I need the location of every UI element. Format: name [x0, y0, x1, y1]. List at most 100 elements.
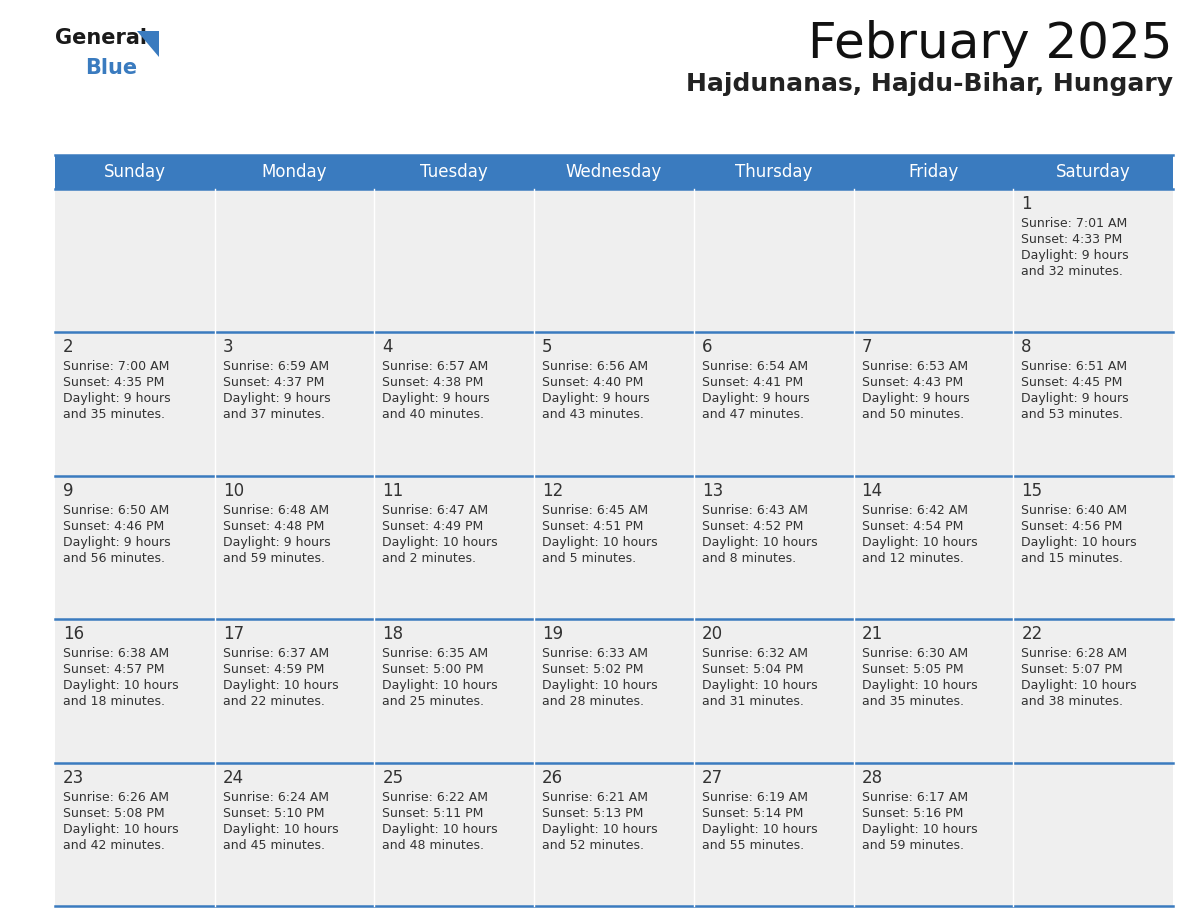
Text: Daylight: 9 hours: Daylight: 9 hours	[63, 392, 171, 406]
Text: 27: 27	[702, 768, 723, 787]
Text: and 40 minutes.: and 40 minutes.	[383, 409, 485, 421]
Text: Sunset: 5:14 PM: Sunset: 5:14 PM	[702, 807, 803, 820]
Text: Daylight: 9 hours: Daylight: 9 hours	[1022, 249, 1129, 262]
Text: 2: 2	[63, 339, 74, 356]
Text: and 50 minutes.: and 50 minutes.	[861, 409, 963, 421]
Text: 22: 22	[1022, 625, 1043, 644]
Text: Sunrise: 6:54 AM: Sunrise: 6:54 AM	[702, 361, 808, 374]
Text: Sunrise: 6:50 AM: Sunrise: 6:50 AM	[63, 504, 169, 517]
Text: Sunset: 5:11 PM: Sunset: 5:11 PM	[383, 807, 484, 820]
Text: Daylight: 10 hours: Daylight: 10 hours	[542, 536, 658, 549]
Bar	[215, 620, 374, 763]
Text: Sunrise: 7:01 AM: Sunrise: 7:01 AM	[1022, 217, 1127, 230]
Text: Sunrise: 6:40 AM: Sunrise: 6:40 AM	[1022, 504, 1127, 517]
Text: Monday: Monday	[261, 163, 328, 181]
Text: and 35 minutes.: and 35 minutes.	[861, 695, 963, 708]
Text: Sunrise: 6:33 AM: Sunrise: 6:33 AM	[542, 647, 649, 660]
Text: Daylight: 9 hours: Daylight: 9 hours	[63, 536, 171, 549]
Text: Sunrise: 6:37 AM: Sunrise: 6:37 AM	[222, 647, 329, 660]
Text: Sunset: 4:52 PM: Sunset: 4:52 PM	[702, 520, 803, 532]
Text: Daylight: 10 hours: Daylight: 10 hours	[1022, 536, 1137, 549]
Text: Daylight: 10 hours: Daylight: 10 hours	[222, 823, 339, 835]
Text: Sunset: 4:43 PM: Sunset: 4:43 PM	[861, 376, 962, 389]
Text: Sunset: 5:05 PM: Sunset: 5:05 PM	[861, 663, 963, 677]
Text: Sunrise: 6:35 AM: Sunrise: 6:35 AM	[383, 647, 488, 660]
Text: and 31 minutes.: and 31 minutes.	[702, 695, 804, 708]
Text: 6: 6	[702, 339, 713, 356]
Text: Thursday: Thursday	[735, 163, 813, 181]
Text: Daylight: 9 hours: Daylight: 9 hours	[542, 392, 650, 406]
Text: Daylight: 10 hours: Daylight: 10 hours	[702, 679, 817, 692]
Text: Tuesday: Tuesday	[421, 163, 488, 181]
Bar	[535, 189, 694, 332]
Text: Sunset: 5:10 PM: Sunset: 5:10 PM	[222, 807, 324, 820]
Bar	[535, 476, 694, 620]
Text: Sunset: 5:04 PM: Sunset: 5:04 PM	[702, 663, 803, 677]
Text: 16: 16	[63, 625, 84, 644]
Text: and 18 minutes.: and 18 minutes.	[63, 695, 165, 708]
Text: Daylight: 10 hours: Daylight: 10 hours	[383, 823, 498, 835]
Text: Sunset: 4:46 PM: Sunset: 4:46 PM	[63, 520, 164, 532]
Text: Sunset: 4:40 PM: Sunset: 4:40 PM	[542, 376, 644, 389]
Text: Saturday: Saturday	[1056, 163, 1131, 181]
Text: and 32 minutes.: and 32 minutes.	[1022, 265, 1123, 278]
Text: Sunrise: 6:42 AM: Sunrise: 6:42 AM	[861, 504, 967, 517]
Text: Sunset: 4:56 PM: Sunset: 4:56 PM	[1022, 520, 1123, 532]
Bar	[215, 763, 374, 906]
Text: Sunrise: 6:59 AM: Sunrise: 6:59 AM	[222, 361, 329, 374]
Text: 14: 14	[861, 482, 883, 499]
Text: Daylight: 10 hours: Daylight: 10 hours	[861, 679, 978, 692]
Text: and 25 minutes.: and 25 minutes.	[383, 695, 485, 708]
Polygon shape	[137, 31, 159, 57]
Text: Sunrise: 6:38 AM: Sunrise: 6:38 AM	[63, 647, 169, 660]
Text: 7: 7	[861, 339, 872, 356]
Bar	[1013, 189, 1173, 332]
Text: Sunset: 4:45 PM: Sunset: 4:45 PM	[1022, 376, 1123, 389]
Text: Sunset: 4:38 PM: Sunset: 4:38 PM	[383, 376, 484, 389]
Text: and 22 minutes.: and 22 minutes.	[222, 695, 324, 708]
Bar	[374, 763, 535, 906]
Text: and 59 minutes.: and 59 minutes.	[861, 839, 963, 852]
Text: Sunset: 5:08 PM: Sunset: 5:08 PM	[63, 807, 165, 820]
Text: 19: 19	[542, 625, 563, 644]
Text: Sunrise: 6:48 AM: Sunrise: 6:48 AM	[222, 504, 329, 517]
Text: and 15 minutes.: and 15 minutes.	[1022, 552, 1124, 565]
Text: Sunset: 4:37 PM: Sunset: 4:37 PM	[222, 376, 324, 389]
Text: 5: 5	[542, 339, 552, 356]
Text: Blue: Blue	[86, 58, 137, 78]
Text: 13: 13	[702, 482, 723, 499]
Text: and 43 minutes.: and 43 minutes.	[542, 409, 644, 421]
Bar	[215, 332, 374, 476]
Text: 20: 20	[702, 625, 723, 644]
Bar	[1013, 476, 1173, 620]
Bar	[853, 476, 1013, 620]
Text: and 2 minutes.: and 2 minutes.	[383, 552, 476, 565]
Text: 3: 3	[222, 339, 233, 356]
Bar	[535, 332, 694, 476]
Text: and 48 minutes.: and 48 minutes.	[383, 839, 485, 852]
Text: 18: 18	[383, 625, 404, 644]
Text: and 42 minutes.: and 42 minutes.	[63, 839, 165, 852]
Text: Sunset: 4:49 PM: Sunset: 4:49 PM	[383, 520, 484, 532]
Text: Sunset: 4:41 PM: Sunset: 4:41 PM	[702, 376, 803, 389]
Text: Sunrise: 6:24 AM: Sunrise: 6:24 AM	[222, 790, 329, 803]
Bar	[694, 332, 853, 476]
Text: 9: 9	[63, 482, 74, 499]
Text: 21: 21	[861, 625, 883, 644]
Bar	[535, 763, 694, 906]
Bar	[853, 189, 1013, 332]
Text: Daylight: 10 hours: Daylight: 10 hours	[861, 823, 978, 835]
Text: Sunrise: 6:51 AM: Sunrise: 6:51 AM	[1022, 361, 1127, 374]
Text: Sunset: 5:00 PM: Sunset: 5:00 PM	[383, 663, 484, 677]
Text: Friday: Friday	[909, 163, 959, 181]
Bar	[55, 763, 215, 906]
Text: and 55 minutes.: and 55 minutes.	[702, 839, 804, 852]
Bar	[215, 189, 374, 332]
Text: Daylight: 10 hours: Daylight: 10 hours	[63, 823, 178, 835]
Text: and 52 minutes.: and 52 minutes.	[542, 839, 644, 852]
Text: Daylight: 9 hours: Daylight: 9 hours	[1022, 392, 1129, 406]
Text: Sunrise: 6:32 AM: Sunrise: 6:32 AM	[702, 647, 808, 660]
Text: Sunrise: 7:00 AM: Sunrise: 7:00 AM	[63, 361, 170, 374]
Text: Sunset: 4:57 PM: Sunset: 4:57 PM	[63, 663, 164, 677]
Bar	[55, 189, 215, 332]
